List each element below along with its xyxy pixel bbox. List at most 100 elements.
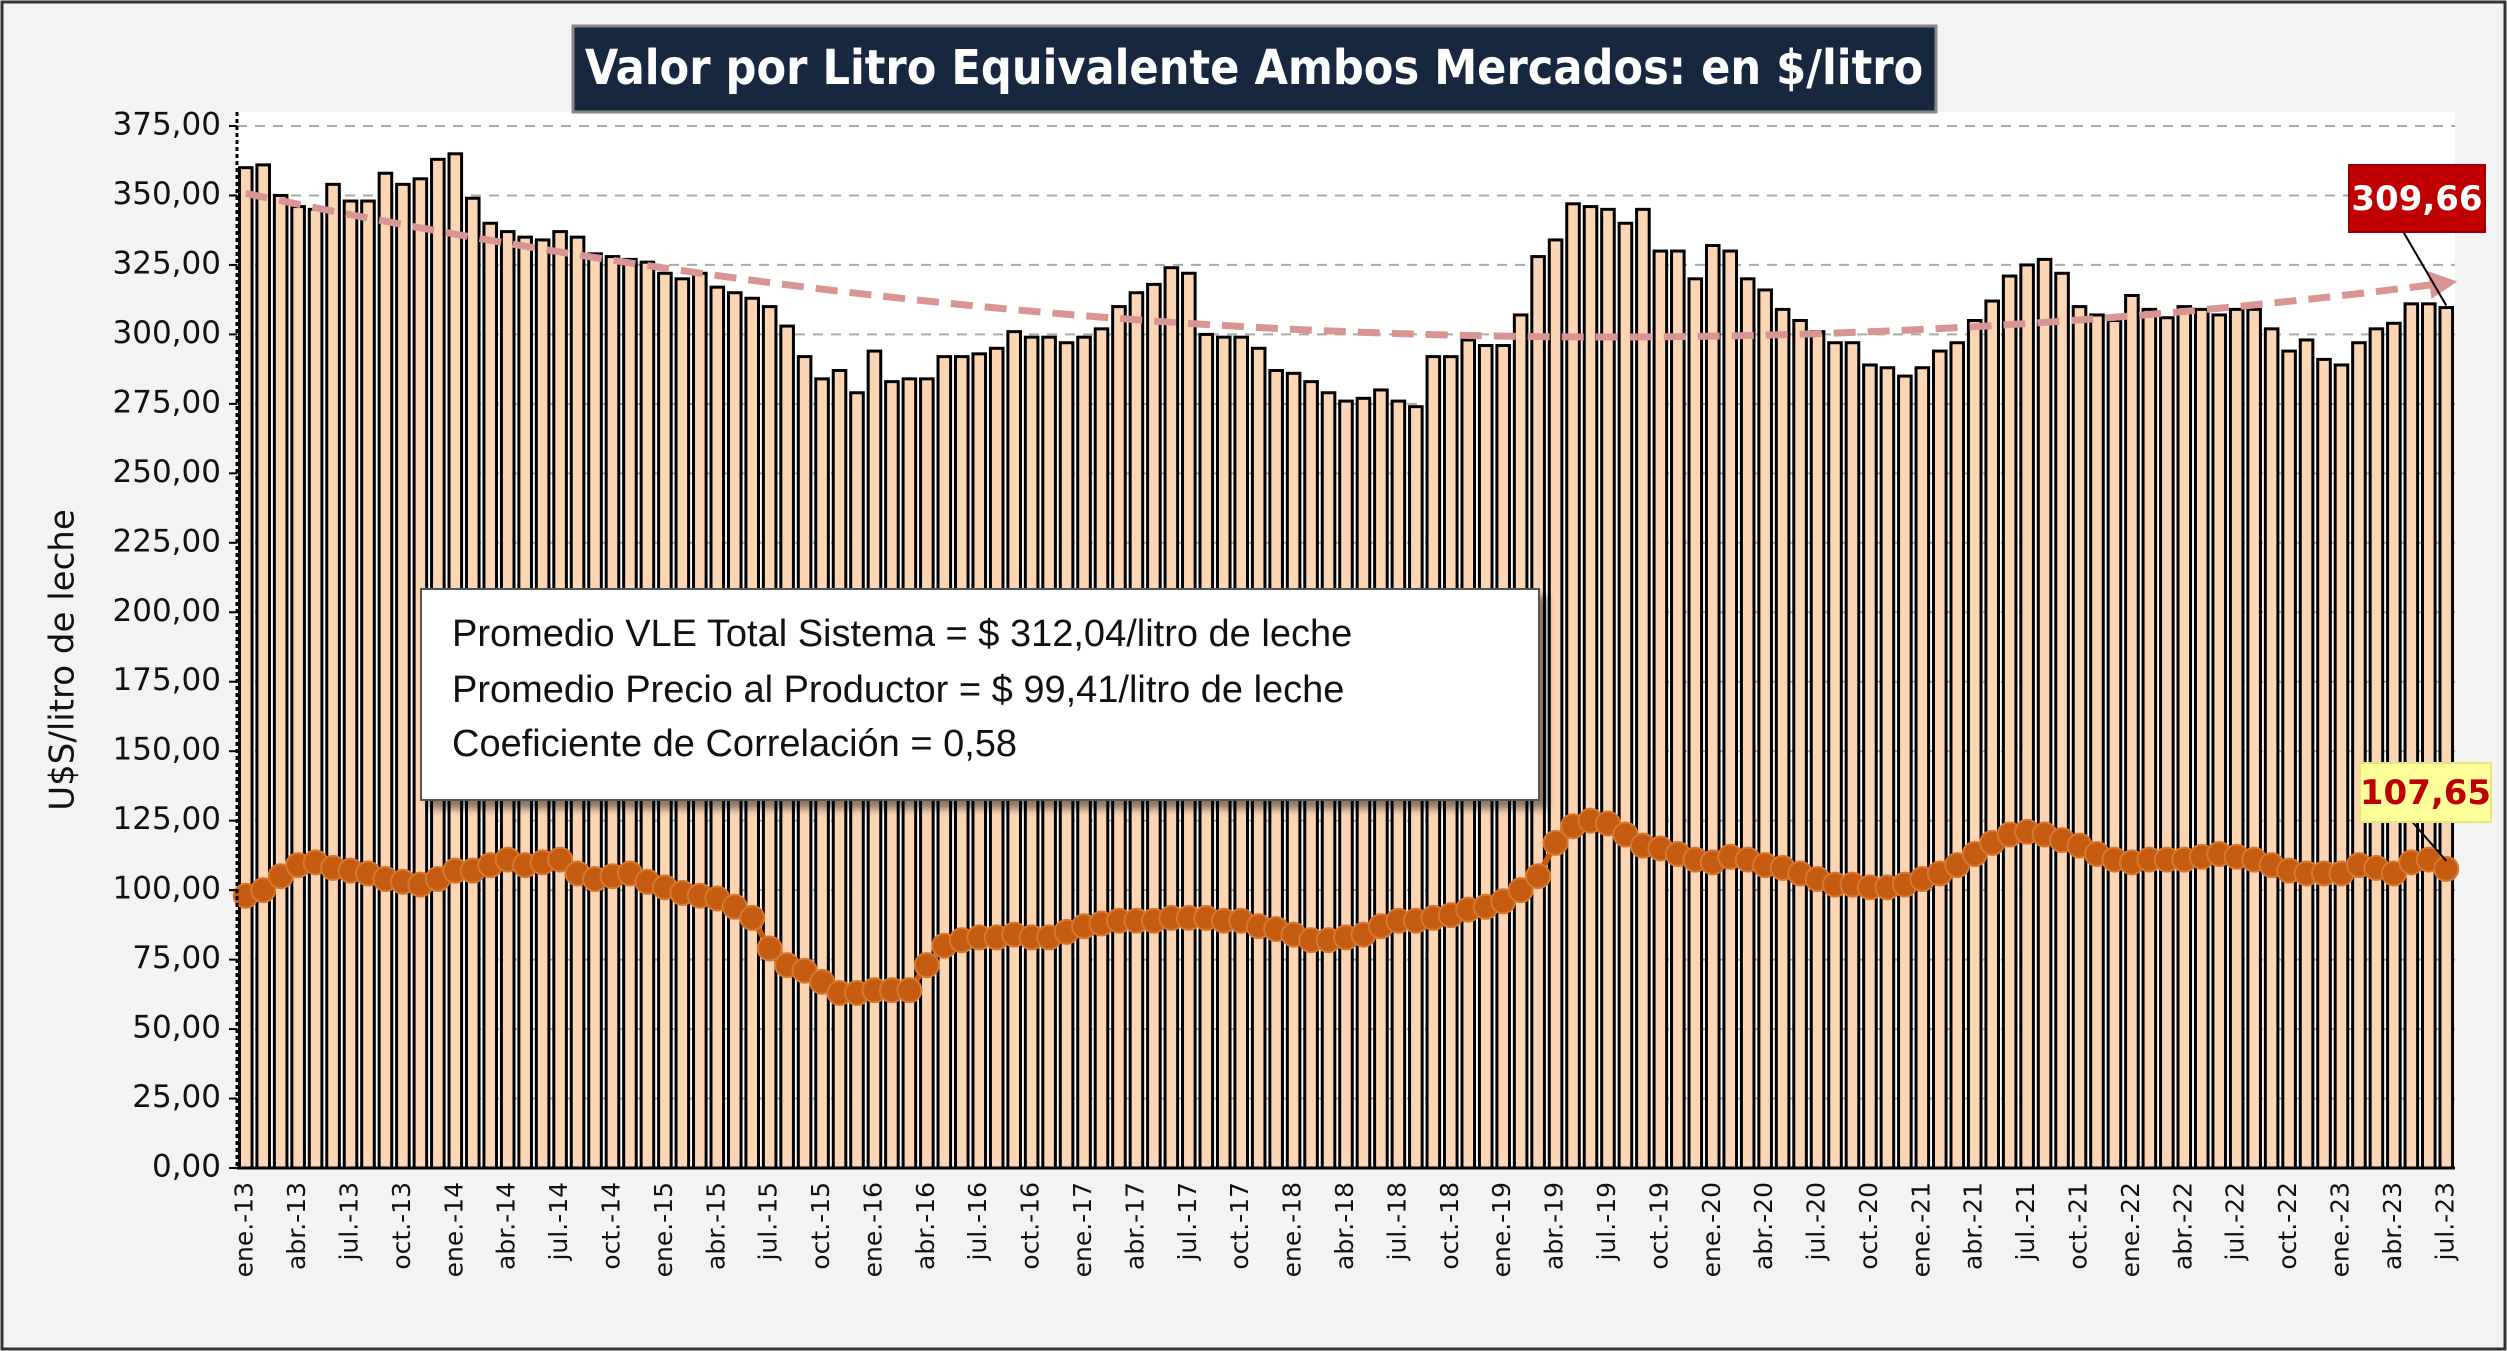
callout-box [2359, 762, 2492, 823]
x-tick-label: ene.-14 [439, 1182, 468, 1277]
bar [255, 163, 271, 1170]
x-tick-label: jul.-20 [1802, 1182, 1831, 1262]
y-tick-label: 75,00 [132, 940, 221, 976]
bar [1862, 363, 1878, 1170]
bar [325, 182, 341, 1170]
data-label: 107,65 [2360, 773, 2491, 813]
x-tick-label: jul.-22 [2221, 1182, 2250, 1262]
line-marker [739, 904, 766, 931]
bar [2141, 307, 2158, 1170]
y-tick-label: 200,00 [113, 593, 221, 629]
bar [2228, 307, 2245, 1170]
y-tick-label: 50,00 [132, 1010, 221, 1046]
overlay: Valor por Litro Equivalente Ambos Mercad… [43, 24, 2492, 1277]
line-marker [1542, 829, 1569, 856]
x-tick-label: oct.-14 [596, 1182, 625, 1270]
bar [2036, 257, 2053, 1170]
x-tick-label: ene.-13 [230, 1182, 259, 1277]
note: Coeficiente de Correlación = 0,58 [452, 723, 1017, 765]
x-tick-label: abr.-22 [2168, 1182, 2197, 1270]
bar [2159, 316, 2175, 1170]
x-tick-label: ene.-19 [1487, 1182, 1516, 1277]
callout-pointer [2411, 821, 2448, 862]
x-tick-label: abr.-17 [1120, 1182, 1149, 1270]
y-tick-label: 150,00 [113, 732, 221, 768]
x-tick-label: oct.-13 [387, 1182, 416, 1270]
bar [2054, 271, 2070, 1170]
x-tick-label: ene.-17 [1068, 1182, 1097, 1277]
bar [2386, 321, 2402, 1170]
bar [2106, 319, 2123, 1170]
bar [395, 182, 411, 1170]
y-tick-label: 100,00 [113, 871, 221, 907]
x-tick-label: oct.-15 [806, 1182, 835, 1270]
x-tick-label: abr.-15 [701, 1182, 730, 1270]
bar [1914, 366, 1931, 1170]
x-tick-label: jul.-13 [335, 1182, 364, 1262]
bar [1932, 349, 1948, 1170]
x-tick-label: jul.-15 [754, 1182, 783, 1262]
bar [1879, 366, 1896, 1170]
y-tick-label: 0,00 [152, 1149, 221, 1185]
bar [2403, 302, 2420, 1170]
trendline [245, 189, 2458, 341]
y-tick-label: 225,00 [113, 523, 221, 559]
y-tick-label: 25,00 [132, 1079, 221, 1115]
bar [1722, 249, 1739, 1170]
bar [1897, 374, 1913, 1170]
bar [1739, 277, 1756, 1170]
x-tick-label: abr.-14 [492, 1182, 521, 1270]
line-marker [547, 846, 574, 873]
bar [342, 199, 359, 1170]
x-tick-label: jul.-23 [2430, 1182, 2459, 1262]
bar [360, 199, 376, 1170]
x-tick-label: abr.-18 [1330, 1182, 1359, 1270]
note: Promedio Precio al Productor = $ 99,41/l… [452, 669, 1344, 711]
note: Promedio VLE Total Sistema = $ 312,04/li… [452, 613, 1352, 655]
x-tick-label: jul.-21 [2011, 1182, 2040, 1262]
bar [2071, 305, 2088, 1170]
y-tick-label: 275,00 [113, 384, 221, 420]
x-tick-label: ene.-16 [858, 1182, 887, 1277]
x-tick-label: ene.-20 [1697, 1182, 1726, 1277]
y-tick-label: 325,00 [113, 245, 221, 281]
x-tick-label: abr.-19 [1540, 1182, 1569, 1270]
x-tick-label: jul.-16 [963, 1182, 992, 1262]
line-marker [250, 877, 277, 904]
x-tick-label: ene.-21 [1906, 1182, 1935, 1277]
bar [1687, 277, 1704, 1170]
bar [290, 205, 306, 1170]
bar [1635, 207, 1651, 1170]
y-tick-label: 350,00 [113, 176, 221, 212]
x-tick-label: abr.-16 [911, 1182, 940, 1270]
bar [1547, 238, 1564, 1170]
line-marker [913, 952, 940, 979]
bar [2211, 313, 2228, 1170]
x-tick-label: abr.-13 [282, 1182, 311, 1270]
note-box [420, 588, 1540, 801]
data-label: 309,66 [2351, 179, 2482, 219]
bar [2316, 357, 2332, 1170]
y-tick-label: 125,00 [113, 801, 221, 837]
bar [1704, 243, 1721, 1170]
bar [272, 193, 289, 1170]
x-tick-label: ene.-15 [649, 1182, 678, 1277]
title-box [571, 24, 1938, 114]
y-tick-label: 300,00 [113, 315, 221, 351]
bar [1582, 205, 1599, 1170]
bar [1966, 319, 1983, 1170]
bar [1844, 341, 1861, 1170]
bar [2193, 307, 2210, 1170]
bar [1617, 221, 1634, 1170]
bar [2421, 302, 2437, 1170]
x-tick-label: oct.-21 [2064, 1182, 2093, 1270]
bar [1774, 307, 1791, 1170]
y-tick-label: 375,00 [113, 107, 221, 143]
bar [2351, 341, 2367, 1170]
x-tick-label: ene.-22 [2116, 1182, 2145, 1277]
bar [2019, 263, 2035, 1170]
bar [1827, 341, 1843, 1170]
bar [2124, 293, 2140, 1170]
line-marker [2433, 855, 2460, 882]
